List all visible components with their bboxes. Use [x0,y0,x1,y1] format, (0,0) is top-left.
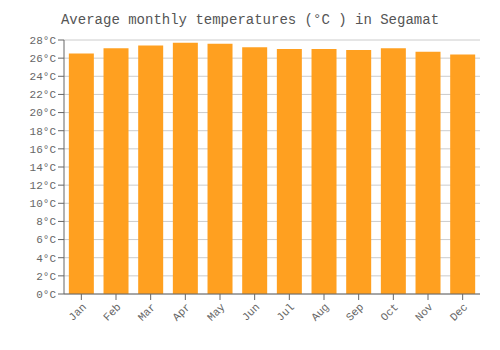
svg-text:22°C: 22°C [30,89,57,101]
svg-text:Oct: Oct [378,301,400,323]
svg-text:8°C: 8°C [36,216,56,228]
svg-text:0°C: 0°C [36,289,56,301]
svg-text:Jul: Jul [274,301,296,323]
svg-text:Jan: Jan [66,301,88,323]
svg-text:Nov: Nov [413,301,436,324]
svg-text:Jun: Jun [240,301,262,323]
svg-text:26°C: 26°C [30,53,57,65]
svg-text:18°C: 18°C [30,126,57,138]
svg-text:May: May [205,301,228,324]
svg-text:14°C: 14°C [30,162,57,174]
svg-text:Mar: Mar [136,301,158,323]
svg-text:28°C: 28°C [30,35,57,47]
svg-text:Apr: Apr [170,301,192,323]
svg-text:16°C: 16°C [30,144,57,156]
svg-text:20°C: 20°C [30,107,57,119]
html-text:Average monthly temperatures (: Average monthly temperatures (°C ) in Se… [61,12,439,28]
svg-text:10°C: 10°C [30,198,57,210]
svg-text:6°C: 6°C [36,234,56,246]
svg-text:Sep: Sep [344,301,366,323]
svg-text:24°C: 24°C [30,71,57,83]
svg-text:4°C: 4°C [36,253,56,265]
svg-text:2°C: 2°C [36,271,56,283]
svg-text:Dec: Dec [448,301,470,323]
svg-text:Feb: Feb [101,301,123,323]
svg-text:Aug: Aug [309,301,331,323]
svg-text:12°C: 12°C [30,180,57,192]
